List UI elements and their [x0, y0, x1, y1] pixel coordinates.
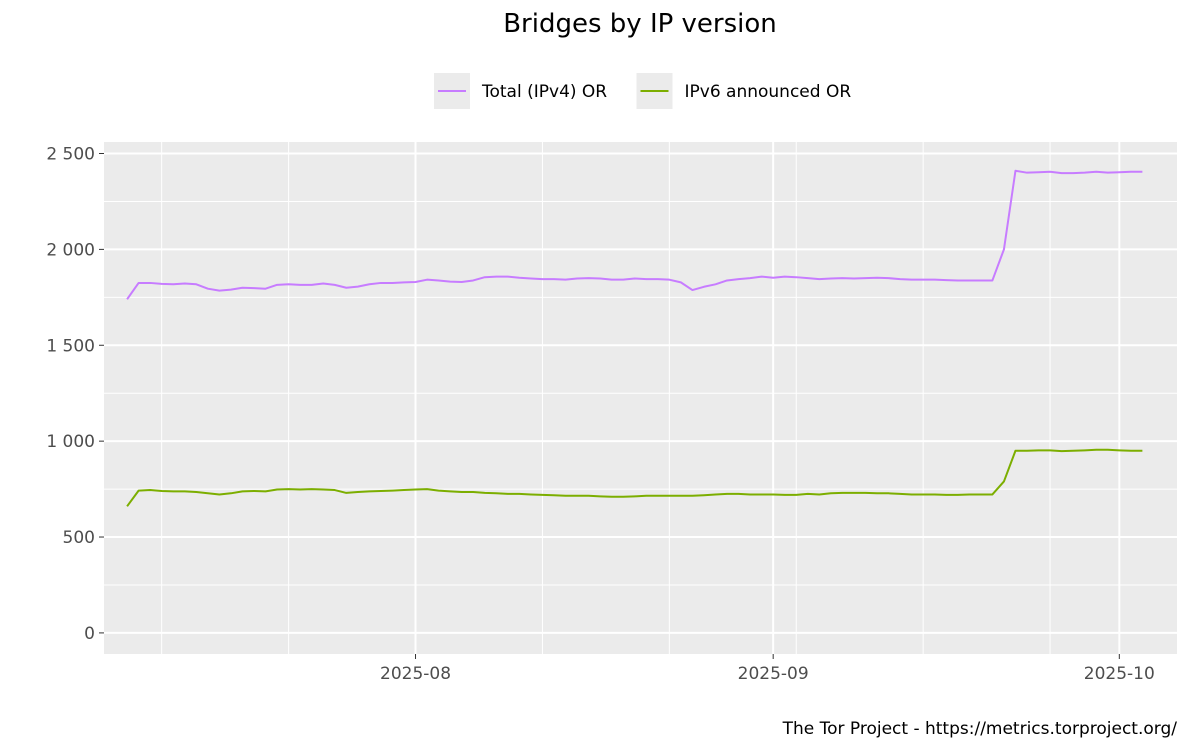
- y-tick-label: 2 500: [46, 145, 95, 165]
- series-line: [126, 448, 1143, 507]
- legend-label: Total (IPv4) OR: [481, 82, 607, 102]
- x-tick-label: 2025-09: [738, 664, 809, 684]
- chart-title: Bridges by IP version: [503, 9, 777, 39]
- chart-caption: The Tor Project - https://metrics.torpro…: [782, 719, 1178, 739]
- y-tick-label: 1 000: [46, 432, 95, 452]
- series-line: [126, 169, 1143, 300]
- series-layer: [126, 169, 1143, 507]
- y-tick-label: 0: [84, 624, 95, 644]
- y-tick-label: 1 500: [46, 336, 95, 356]
- x-tick-label: 2025-08: [380, 664, 451, 684]
- major-gridlines: [104, 142, 1177, 654]
- y-tick-label: 500: [63, 528, 95, 548]
- plot-panel: [104, 142, 1177, 654]
- x-tick-label: 2025-10: [1084, 664, 1155, 684]
- y-tick-label: 2 000: [46, 240, 95, 260]
- legend: Total (IPv4) OR IPv6 announced OR: [434, 73, 851, 109]
- y-axis: 0 500 1 000 1 500 2 000 2 500: [46, 145, 104, 644]
- legend-label: IPv6 announced OR: [685, 82, 852, 102]
- x-axis: 2025-08 2025-09 2025-10: [380, 654, 1155, 684]
